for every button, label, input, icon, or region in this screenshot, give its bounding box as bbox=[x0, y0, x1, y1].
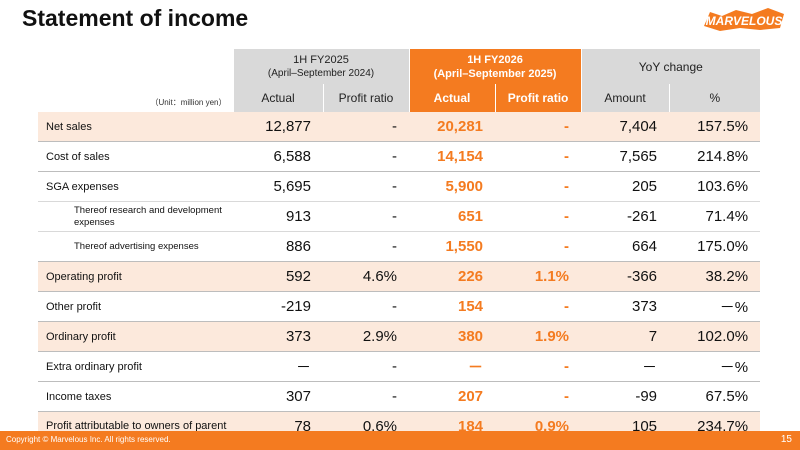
svg-text:MARVELOUS: MARVELOUS bbox=[706, 14, 783, 28]
income-statement-table: 1H FY2025 (April–September 2024) 1H FY20… bbox=[38, 49, 761, 443]
col-curr-actual: Actual bbox=[408, 84, 496, 112]
table-cell: - bbox=[495, 231, 582, 262]
table-cell: 12,877 bbox=[233, 112, 323, 142]
table-cell: 102.0% bbox=[669, 321, 761, 352]
table-cell: 4.6% bbox=[323, 261, 410, 292]
row-label: Operating profit bbox=[38, 261, 233, 292]
table-cell: - bbox=[495, 112, 582, 142]
marvelous-logo: MARVELOUS bbox=[704, 8, 784, 31]
table-cell: 1,550 bbox=[409, 231, 496, 262]
page-number: 15 bbox=[780, 434, 792, 445]
table-row: Thereof advertising expenses 886 - 1,550… bbox=[38, 231, 761, 262]
row-label: Ordinary profit bbox=[38, 321, 233, 352]
table-cell: -219 bbox=[233, 291, 323, 322]
col-prev-actual: Actual bbox=[232, 84, 323, 112]
table-cell: 886 bbox=[233, 231, 323, 262]
col-yoy-amount: Amount bbox=[580, 84, 670, 112]
col-yoy-percent: % bbox=[668, 84, 761, 112]
prev-period-header: 1H FY2025 (April–September 2024) bbox=[232, 49, 410, 84]
table-cell: 157.5% bbox=[669, 112, 761, 142]
table-cell: 651 bbox=[409, 201, 496, 232]
table-cell: 71.4% bbox=[669, 201, 761, 232]
table-cell: 373 bbox=[581, 291, 670, 322]
table-cell: - bbox=[495, 351, 582, 382]
table-cell: 38.2% bbox=[669, 261, 761, 292]
row-label: Thereof research and development expense… bbox=[38, 201, 233, 232]
table-row: Extra ordinary profit － - － - － －% bbox=[38, 351, 761, 382]
table-cell: - bbox=[323, 201, 410, 232]
table-row: Income taxes 307 - 207 - -99 67.5% bbox=[38, 381, 761, 412]
header-group-row: 1H FY2025 (April–September 2024) 1H FY20… bbox=[38, 49, 761, 84]
table-cell: - bbox=[495, 381, 582, 412]
table-cell: 5,900 bbox=[409, 171, 496, 202]
table-cell: -261 bbox=[581, 201, 670, 232]
table-cell: 664 bbox=[581, 231, 670, 262]
table-cell: －% bbox=[669, 351, 761, 382]
copyright-text: Copyright © Marvelous Inc. All rights re… bbox=[6, 435, 171, 444]
table-cell: 592 bbox=[233, 261, 323, 292]
table-cell: - bbox=[323, 381, 410, 412]
table-cell: 307 bbox=[233, 381, 323, 412]
table-cell: 2.9% bbox=[323, 321, 410, 352]
header-column-row: （Unit：million yen） Actual Profit ratio A… bbox=[38, 84, 761, 112]
table-cell: - bbox=[323, 291, 410, 322]
table-cell: 154 bbox=[409, 291, 496, 322]
table-cell: 214.8% bbox=[669, 141, 761, 172]
row-label: Income taxes bbox=[38, 381, 233, 412]
table-row: Net sales 12,877 - 20,281 - 7,404 157.5% bbox=[38, 112, 761, 142]
table-cell: 7,404 bbox=[581, 112, 670, 142]
table-cell: 205 bbox=[581, 171, 670, 202]
table-cell: 373 bbox=[233, 321, 323, 352]
table-cell: 14,154 bbox=[409, 141, 496, 172]
table-cell: 20,281 bbox=[409, 112, 496, 142]
table-cell: - bbox=[495, 291, 582, 322]
table-cell: 1.1% bbox=[495, 261, 582, 292]
row-label: Net sales bbox=[38, 112, 233, 142]
table-cell: 175.0% bbox=[669, 231, 761, 262]
table-cell: 1.9% bbox=[495, 321, 582, 352]
table-cell: - bbox=[495, 171, 582, 202]
table-cell: － bbox=[409, 351, 496, 382]
table-cell: 7 bbox=[581, 321, 670, 352]
table-cell: 5,695 bbox=[233, 171, 323, 202]
table-cell: － bbox=[581, 351, 670, 382]
yoy-header: YoY change bbox=[580, 49, 761, 84]
footer-bar: Copyright © Marvelous Inc. All rights re… bbox=[0, 431, 800, 450]
row-label: Cost of sales bbox=[38, 141, 233, 172]
table-cell: -99 bbox=[581, 381, 670, 412]
row-label: Extra ordinary profit bbox=[38, 351, 233, 382]
table-cell: 7,565 bbox=[581, 141, 670, 172]
table-cell: - bbox=[323, 141, 410, 172]
table-cell: 103.6% bbox=[669, 171, 761, 202]
table-cell: 67.5% bbox=[669, 381, 761, 412]
table-cell: 207 bbox=[409, 381, 496, 412]
table-cell: 6,588 bbox=[233, 141, 323, 172]
table-row: Cost of sales 6,588 - 14,154 - 7,565 214… bbox=[38, 141, 761, 172]
table-row: Operating profit 592 4.6% 226 1.1% -366 … bbox=[38, 261, 761, 292]
table-cell: 380 bbox=[409, 321, 496, 352]
row-label: Other profit bbox=[38, 291, 233, 322]
table-row: Thereof research and development expense… bbox=[38, 201, 761, 232]
table-cell: 913 bbox=[233, 201, 323, 232]
table-cell: - bbox=[323, 112, 410, 142]
table-cell: － bbox=[233, 351, 323, 382]
table-cell: - bbox=[323, 351, 410, 382]
table-cell: - bbox=[323, 231, 410, 262]
table-row: Ordinary profit 373 2.9% 380 1.9% 7 102.… bbox=[38, 321, 761, 352]
table-cell: -366 bbox=[581, 261, 670, 292]
row-label: Thereof advertising expenses bbox=[38, 231, 233, 262]
table-row: Other profit -219 - 154 - 373 －% bbox=[38, 291, 761, 322]
table-row: SGA expenses 5,695 - 5,900 - 205 103.6% bbox=[38, 171, 761, 202]
table-cell: - bbox=[495, 141, 582, 172]
table-cell: －% bbox=[669, 291, 761, 322]
curr-period-header: 1H FY2026 (April–September 2025) bbox=[408, 49, 582, 84]
table-cell: 226 bbox=[409, 261, 496, 292]
col-prev-ratio: Profit ratio bbox=[322, 84, 410, 112]
table-cell: - bbox=[495, 201, 582, 232]
table-cell: - bbox=[323, 171, 410, 202]
unit-label: （Unit：million yen） bbox=[150, 98, 227, 107]
row-label: SGA expenses bbox=[38, 171, 233, 202]
page-title: Statement of income bbox=[22, 5, 249, 31]
col-curr-ratio: Profit ratio bbox=[494, 84, 582, 112]
